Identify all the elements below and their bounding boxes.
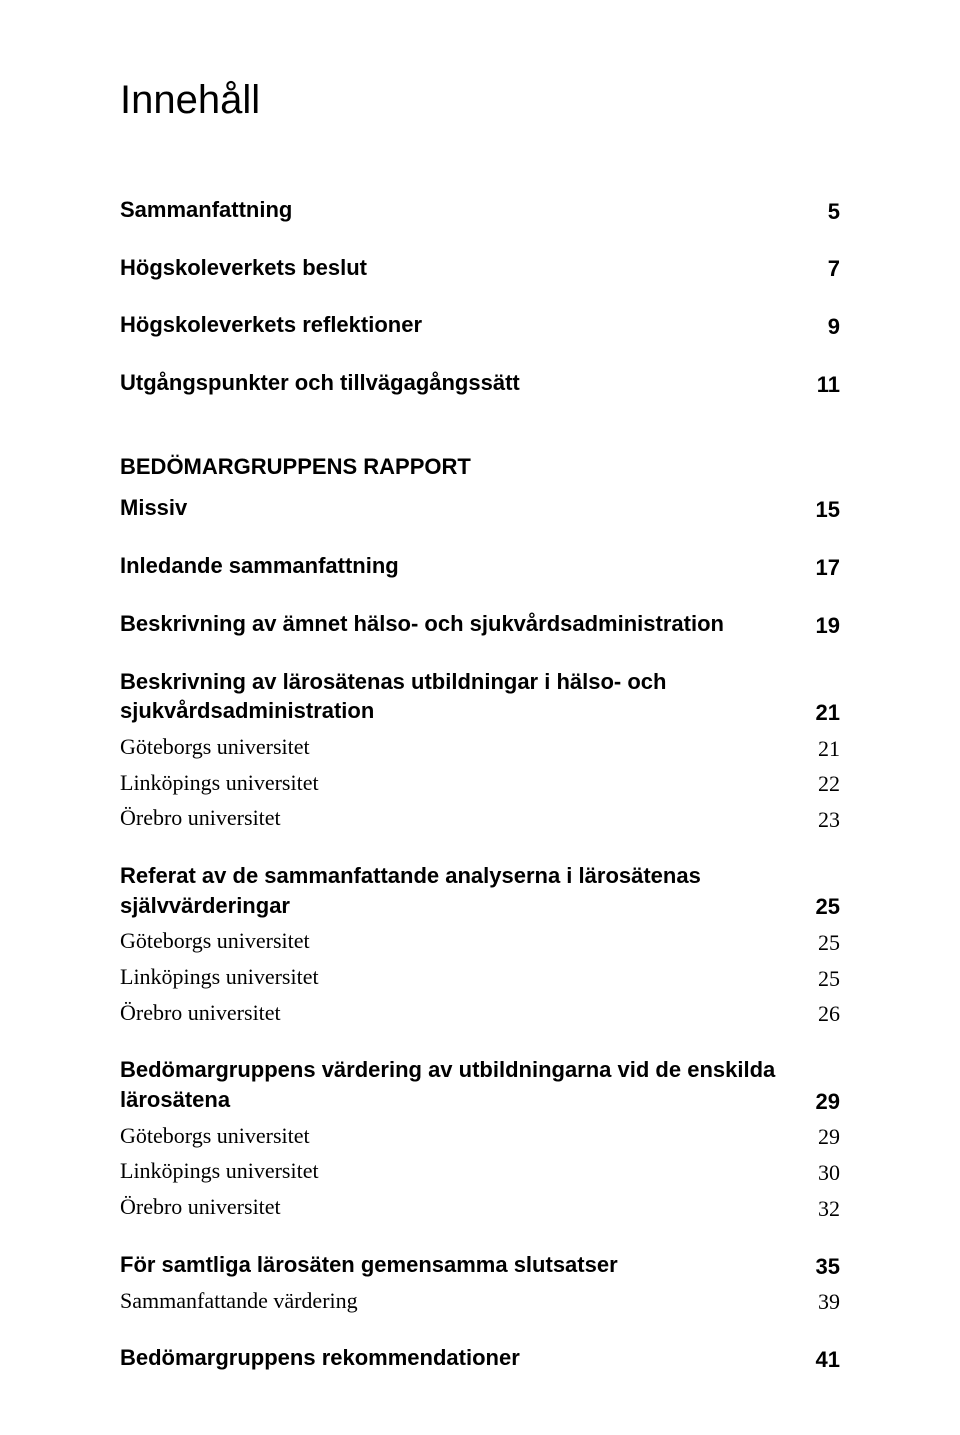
toc-row: Örebro universitet32 xyxy=(120,1192,840,1222)
toc-row: Sammanfattande värdering39 xyxy=(120,1286,840,1316)
toc-entry-label: För samtliga lärosäten gemensamma slutsa… xyxy=(120,1250,804,1280)
toc-gap xyxy=(120,1321,840,1343)
toc-row: BEDÖMARGRUPPENS RAPPORT xyxy=(120,452,840,482)
page-title: Innehåll xyxy=(120,78,840,123)
toc-entry-label: Göteborgs universitet xyxy=(120,926,804,956)
toc-row: Göteborgs universitet25 xyxy=(120,926,840,956)
toc-entry-page: 29 xyxy=(804,1124,840,1150)
toc-entry-label: Beskrivning av lärosätenas utbildningar … xyxy=(120,667,804,726)
toc-row: Beskrivning av lärosätenas utbildningar … xyxy=(120,667,840,726)
toc-gap xyxy=(120,839,840,861)
toc-row: Linköpings universitet22 xyxy=(120,768,840,798)
toc-entry-label: Sammanfattande värdering xyxy=(120,1286,804,1316)
toc-row: Sammanfattning5 xyxy=(120,195,840,225)
toc-row: Referat av de sammanfattande analyserna … xyxy=(120,861,840,920)
toc-row: Beskrivning av ämnet hälso- och sjukvård… xyxy=(120,609,840,639)
toc-entry-page: 41 xyxy=(804,1347,840,1373)
toc-entry-page: 25 xyxy=(804,894,840,920)
toc-entry-label: Linköpings universitet xyxy=(120,768,804,798)
toc-entry-page: 35 xyxy=(804,1254,840,1280)
toc-entry-page: 19 xyxy=(804,613,840,639)
toc-entry-page: 25 xyxy=(804,966,840,992)
toc-entry-page: 11 xyxy=(804,372,840,398)
toc-row: Linköpings universitet25 xyxy=(120,962,840,992)
toc-gap xyxy=(120,587,840,609)
toc-gap xyxy=(120,404,840,452)
toc-row: Bedömargruppens värdering av utbildninga… xyxy=(120,1055,840,1114)
toc-entry-label: Bedömargruppens rekommendationer xyxy=(120,1343,804,1373)
toc-entry-label: BEDÖMARGRUPPENS RAPPORT xyxy=(120,452,804,482)
toc-entry-label: Göteborgs universitet xyxy=(120,732,804,762)
toc-entry-label: Utgångspunkter och tillvägagångssätt xyxy=(120,368,804,398)
toc-row: Göteborgs universitet29 xyxy=(120,1121,840,1151)
toc-entry-page: 7 xyxy=(804,256,840,282)
toc-row: Örebro universitet26 xyxy=(120,998,840,1028)
toc-entry-page: 26 xyxy=(804,1001,840,1027)
toc-row: Högskoleverkets reflektioner9 xyxy=(120,310,840,340)
toc-row: Linköpings universitet30 xyxy=(120,1156,840,1186)
toc-entry-label: Missiv xyxy=(120,493,804,523)
toc-entry-label: Örebro universitet xyxy=(120,998,804,1028)
toc-entry-label: Örebro universitet xyxy=(120,1192,804,1222)
toc-row: Bedömargruppens rekommendationer41 xyxy=(120,1343,840,1373)
toc-entry-label: Linköpings universitet xyxy=(120,1156,804,1186)
toc-row: Göteborgs universitet21 xyxy=(120,732,840,762)
toc-entry-page: 32 xyxy=(804,1196,840,1222)
toc-entry-page: 25 xyxy=(804,930,840,956)
toc-entry-page: 21 xyxy=(804,700,840,726)
toc-gap xyxy=(120,1228,840,1250)
toc-gap xyxy=(120,231,840,253)
toc-entry-page: 22 xyxy=(804,771,840,797)
toc-entry-page: 5 xyxy=(804,199,840,225)
toc-gap xyxy=(120,645,840,667)
toc-entry-page: 29 xyxy=(804,1089,840,1115)
toc-gap xyxy=(120,529,840,551)
toc-entry-label: Bedömargruppens värdering av utbildninga… xyxy=(120,1055,804,1114)
toc-entry-page: 23 xyxy=(804,807,840,833)
toc-entry-label: Göteborgs universitet xyxy=(120,1121,804,1151)
toc-gap xyxy=(120,1033,840,1055)
toc-entry-page: 30 xyxy=(804,1160,840,1186)
toc-entry-label: Referat av de sammanfattande analyserna … xyxy=(120,861,804,920)
toc-entry-label: Sammanfattning xyxy=(120,195,804,225)
toc-gap xyxy=(120,346,840,368)
toc-row: Högskoleverkets beslut7 xyxy=(120,253,840,283)
toc-entry-label: Högskoleverkets beslut xyxy=(120,253,804,283)
toc-row: Utgångspunkter och tillvägagångssätt11 xyxy=(120,368,840,398)
toc-row: För samtliga lärosäten gemensamma slutsa… xyxy=(120,1250,840,1280)
toc-entry-label: Inledande sammanfattning xyxy=(120,551,804,581)
toc-entry-page: 17 xyxy=(804,555,840,581)
toc-entry-page: 39 xyxy=(804,1289,840,1315)
toc-entry-label: Beskrivning av ämnet hälso- och sjukvård… xyxy=(120,609,804,639)
toc-entry-label: Högskoleverkets reflektioner xyxy=(120,310,804,340)
toc-row: Inledande sammanfattning17 xyxy=(120,551,840,581)
toc-entry-label: Linköpings universitet xyxy=(120,962,804,992)
toc-entry-page: 15 xyxy=(804,497,840,523)
toc-entry-page: 21 xyxy=(804,736,840,762)
toc-row: Missiv15 xyxy=(120,493,840,523)
toc-gap xyxy=(120,288,840,310)
toc-entry-page: 9 xyxy=(804,314,840,340)
toc-entry-label: Örebro universitet xyxy=(120,803,804,833)
table-of-contents: Sammanfattning5Högskoleverkets beslut7Hö… xyxy=(120,195,840,1373)
toc-row: Örebro universitet23 xyxy=(120,803,840,833)
